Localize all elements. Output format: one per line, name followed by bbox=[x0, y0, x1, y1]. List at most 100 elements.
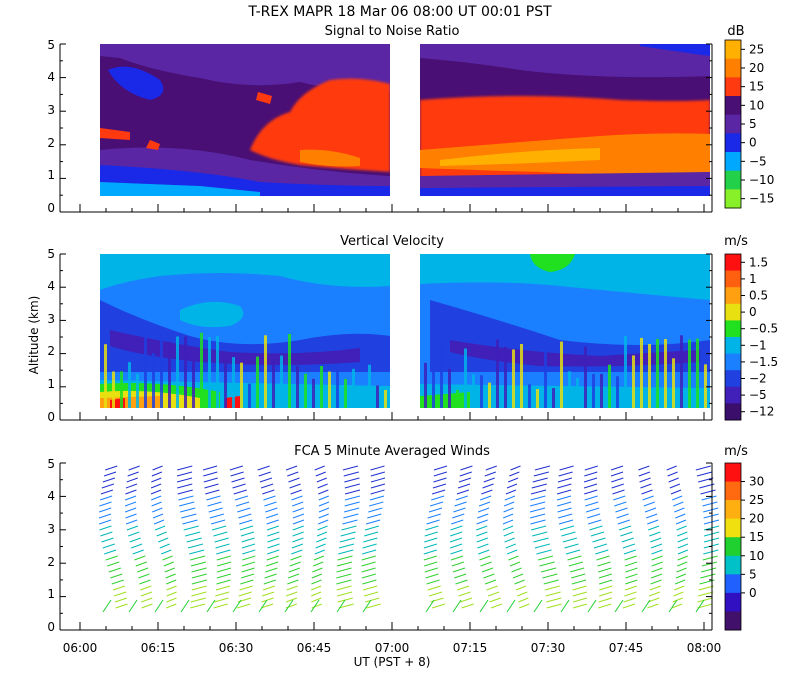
velocity-streak bbox=[328, 371, 331, 408]
wind-barb bbox=[287, 471, 299, 477]
wind-barb bbox=[132, 549, 144, 555]
wind-barb bbox=[613, 495, 626, 501]
wind-barb bbox=[703, 507, 719, 513]
wind-barb bbox=[238, 513, 252, 519]
wind-barb bbox=[369, 501, 384, 507]
wind-barb bbox=[622, 603, 636, 609]
wind-barb bbox=[181, 513, 197, 519]
wind-barb bbox=[645, 513, 658, 519]
wind-barb bbox=[105, 555, 118, 561]
wind-barb bbox=[452, 567, 466, 573]
velocity-streak bbox=[312, 378, 315, 408]
wind-barb bbox=[216, 579, 231, 585]
colorbar-swatch bbox=[725, 40, 741, 60]
wind-barb bbox=[292, 507, 304, 513]
wind-barb bbox=[701, 495, 717, 501]
wind-barb bbox=[318, 501, 330, 507]
wind-barbs bbox=[98, 465, 720, 613]
wind-barb bbox=[318, 489, 329, 495]
velocity-streak bbox=[600, 373, 603, 408]
wind-barb bbox=[363, 531, 379, 537]
wind-barb bbox=[340, 531, 356, 537]
velocity-streak bbox=[144, 333, 147, 408]
wind-barb bbox=[479, 555, 491, 561]
wind-barb bbox=[590, 531, 605, 537]
wind-barb bbox=[212, 525, 227, 531]
velocity-streaks bbox=[424, 335, 707, 408]
wind-barb bbox=[616, 513, 629, 519]
velocity-streak bbox=[664, 339, 667, 408]
wind-barb bbox=[258, 599, 268, 613]
velocity-streak bbox=[432, 370, 435, 408]
wind-barb bbox=[423, 543, 438, 549]
wind-barb bbox=[317, 525, 328, 531]
wind-barb bbox=[677, 537, 688, 543]
wind-barb bbox=[583, 483, 598, 489]
wind-barb bbox=[231, 477, 245, 483]
snr-colorbar: 25 20 15 10 5 0 −5 −10 −15 bbox=[724, 39, 774, 209]
wind-barb bbox=[128, 599, 138, 613]
wind-barb bbox=[509, 561, 521, 567]
wind-barb bbox=[647, 603, 659, 609]
colorbar-label: −1.5 bbox=[749, 355, 778, 369]
wind-barb bbox=[614, 501, 627, 507]
snr-colorbar-unit: dB bbox=[727, 24, 744, 39]
wind-barb bbox=[262, 591, 275, 597]
snr-band bbox=[440, 148, 600, 166]
wind-barb bbox=[483, 477, 495, 483]
wind-barb bbox=[519, 603, 530, 609]
y-tick-label: 1 bbox=[47, 377, 55, 391]
vv-band bbox=[110, 330, 360, 365]
colorbar-label: 1 bbox=[749, 272, 757, 286]
wind-barb bbox=[456, 585, 470, 591]
colorbar-swatch bbox=[725, 403, 741, 421]
wind-barb bbox=[558, 513, 573, 519]
y-tick-label: 1 bbox=[47, 168, 55, 182]
wind-barb bbox=[136, 567, 149, 573]
wind-barb bbox=[452, 513, 465, 519]
wind-barb bbox=[336, 591, 353, 597]
wind-barb bbox=[545, 591, 561, 597]
wind-barb bbox=[176, 477, 193, 483]
wind-barb bbox=[229, 465, 244, 471]
wind-barb bbox=[534, 465, 551, 471]
y-tick-label: 0 bbox=[47, 201, 55, 215]
wind-barb bbox=[317, 483, 328, 489]
colorbar-label: 0 bbox=[749, 305, 757, 319]
velocity-streak bbox=[272, 358, 275, 408]
wind-barb bbox=[638, 465, 650, 471]
wind-barb bbox=[241, 537, 255, 543]
wind-barb bbox=[152, 507, 163, 513]
wind-barb bbox=[180, 507, 196, 513]
wind-barb bbox=[450, 555, 464, 561]
y-tick-label: 5 bbox=[47, 38, 55, 52]
velocity-streak bbox=[624, 335, 627, 408]
wind-barb bbox=[458, 591, 471, 597]
colorbar-swatch bbox=[725, 574, 741, 594]
wind-barb bbox=[318, 495, 329, 501]
wind-barb bbox=[286, 585, 298, 591]
wind-barb bbox=[191, 591, 207, 597]
colorbar-swatch bbox=[725, 77, 741, 97]
wind-barb bbox=[138, 573, 150, 579]
wind-barb bbox=[131, 543, 143, 549]
wind-barb bbox=[182, 519, 198, 525]
vv-band bbox=[420, 384, 710, 408]
vv-band bbox=[100, 254, 390, 290]
wind-barb bbox=[292, 525, 304, 531]
x-tick-label: 06:30 bbox=[219, 641, 254, 655]
wind-barb bbox=[425, 573, 439, 579]
wind-barb bbox=[210, 519, 226, 525]
x-tick-label: 08:00 bbox=[687, 641, 722, 655]
colorbar-label: 1.5 bbox=[749, 255, 768, 269]
velocity-streak bbox=[552, 388, 555, 408]
colorbar-swatch bbox=[725, 189, 741, 209]
colorbar-label: 0.5 bbox=[749, 289, 768, 303]
velocity-streak bbox=[672, 358, 675, 408]
wind-barb bbox=[570, 573, 586, 579]
y-tick-label: 2 bbox=[47, 136, 55, 150]
wind-barb bbox=[650, 579, 662, 585]
wind-barb bbox=[560, 599, 570, 613]
wind-barb bbox=[215, 543, 230, 549]
wind-barb bbox=[458, 477, 472, 483]
